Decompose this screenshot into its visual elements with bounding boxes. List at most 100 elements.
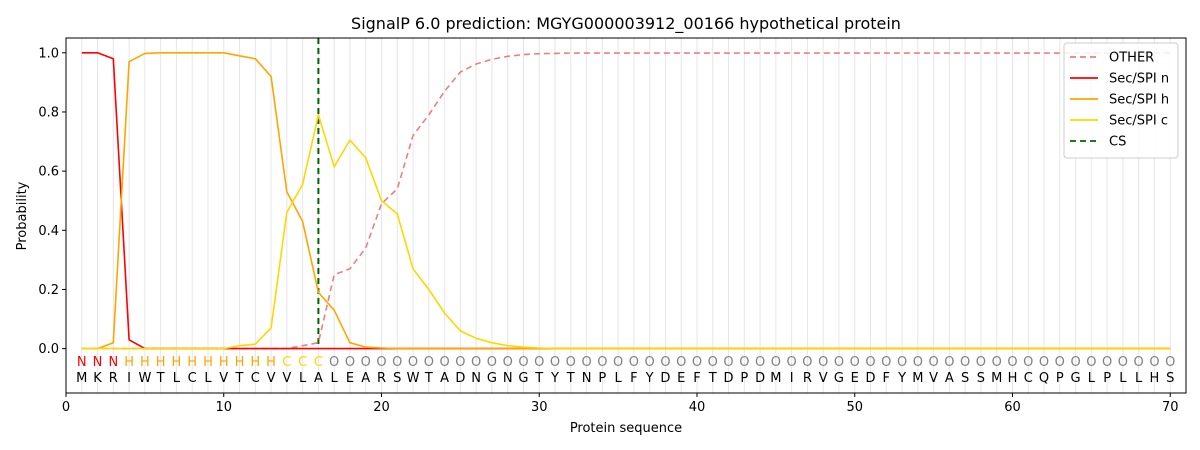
residue-label: F	[883, 371, 890, 386]
residue-label: G	[1071, 371, 1081, 386]
region-label: O	[613, 355, 623, 370]
region-label: O	[881, 355, 891, 370]
residue-label: T	[708, 371, 717, 386]
residue-label: M	[76, 371, 87, 386]
residue-label: W	[407, 371, 420, 386]
region-label: O	[834, 355, 844, 370]
region-label: C	[282, 355, 291, 370]
region-label: H	[187, 355, 197, 370]
residue-label: V	[267, 371, 276, 386]
region-label: O	[976, 355, 986, 370]
grid-lines	[81, 38, 1171, 393]
residue-label: N	[503, 371, 513, 386]
legend-entry: Sec/SPI n	[1109, 72, 1169, 87]
residue-label: E	[851, 371, 859, 386]
region-label: O	[376, 355, 386, 370]
legend-entry: Sec/SPI h	[1109, 93, 1169, 108]
region-label: O	[897, 355, 907, 370]
residue-label: D	[865, 371, 875, 386]
residue-label: F	[630, 371, 637, 386]
region-label: O	[439, 355, 449, 370]
residue-label: V	[282, 371, 291, 386]
residue-label: C	[188, 371, 197, 386]
y-tick-label: 0.8	[38, 105, 59, 120]
region-label: O	[771, 355, 781, 370]
region-label: O	[723, 355, 733, 370]
residue-label: V	[929, 371, 938, 386]
region-label: O	[503, 355, 513, 370]
residue-label: T	[534, 371, 543, 386]
residue-label: I	[790, 371, 794, 386]
y-tick-label: 1.0	[38, 46, 59, 61]
residue-label: C	[251, 371, 260, 386]
x-tick-label: 0	[62, 400, 70, 415]
residue-label: L	[204, 371, 212, 386]
region-label: O	[692, 355, 702, 370]
region-label: O	[1055, 355, 1065, 370]
residue-label: Q	[1039, 371, 1049, 386]
region-label: O	[518, 355, 528, 370]
residue-label: M	[770, 371, 781, 386]
residue-label: H	[1150, 371, 1160, 386]
region-label: O	[1039, 355, 1049, 370]
region-label: O	[645, 355, 655, 370]
x-tick-label: 70	[1162, 400, 1179, 415]
residue-label: S	[961, 371, 969, 386]
region-label: N	[77, 355, 87, 370]
residue-label: A	[440, 371, 449, 386]
region-label: O	[1086, 355, 1096, 370]
region-label: O	[597, 355, 607, 370]
residue-label: G	[834, 371, 844, 386]
residue-label: N	[471, 371, 481, 386]
residue-label: P	[1103, 371, 1111, 386]
residue-label: E	[677, 371, 685, 386]
region-label: O	[550, 355, 560, 370]
residue-label: R	[803, 371, 812, 386]
region-label: O	[960, 355, 970, 370]
region-label: O	[566, 355, 576, 370]
y-tick-label: 0.0	[38, 342, 59, 357]
series-line-sec-spi-h	[81, 51, 1171, 350]
residue-label: T	[424, 371, 433, 386]
residue-label: M	[912, 371, 923, 386]
region-label: O	[424, 355, 434, 370]
residue-label: R	[109, 371, 118, 386]
sequence-labels: NMNKNRHIHWHTHLHCHLHVHTHCHVCVCLCAOLOEOAOR…	[76, 355, 1175, 386]
residue-label: W	[138, 371, 151, 386]
region-label: O	[408, 355, 418, 370]
region-label: H	[235, 355, 245, 370]
region-label: O	[708, 355, 718, 370]
region-label: O	[487, 355, 497, 370]
region-label: O	[739, 355, 749, 370]
region-label: O	[676, 355, 686, 370]
residue-label: N	[582, 371, 592, 386]
region-label: H	[266, 355, 276, 370]
residue-label: V	[819, 371, 828, 386]
residue-label: V	[219, 371, 228, 386]
region-label: H	[124, 355, 134, 370]
region-label: O	[629, 355, 639, 370]
region-label: O	[850, 355, 860, 370]
residue-label: K	[93, 371, 102, 386]
region-label: N	[93, 355, 103, 370]
legend-entry: CS	[1109, 135, 1126, 150]
region-label: H	[156, 355, 166, 370]
region-label: H	[140, 355, 150, 370]
residue-label: I	[127, 371, 131, 386]
residue-label: H	[1008, 371, 1018, 386]
region-label: O	[1102, 355, 1112, 370]
residue-label: T	[566, 371, 575, 386]
region-label: C	[298, 355, 307, 370]
residue-label: F	[693, 371, 700, 386]
residue-label: Y	[550, 371, 559, 386]
region-label: O	[944, 355, 954, 370]
residue-label: P	[740, 371, 748, 386]
region-label: O	[928, 355, 938, 370]
region-label: O	[1070, 355, 1080, 370]
series-lines	[81, 51, 1171, 350]
residue-label: E	[346, 371, 354, 386]
x-axis-label: Protein sequence	[570, 421, 682, 436]
region-label: O	[345, 355, 355, 370]
region-label: O	[455, 355, 465, 370]
